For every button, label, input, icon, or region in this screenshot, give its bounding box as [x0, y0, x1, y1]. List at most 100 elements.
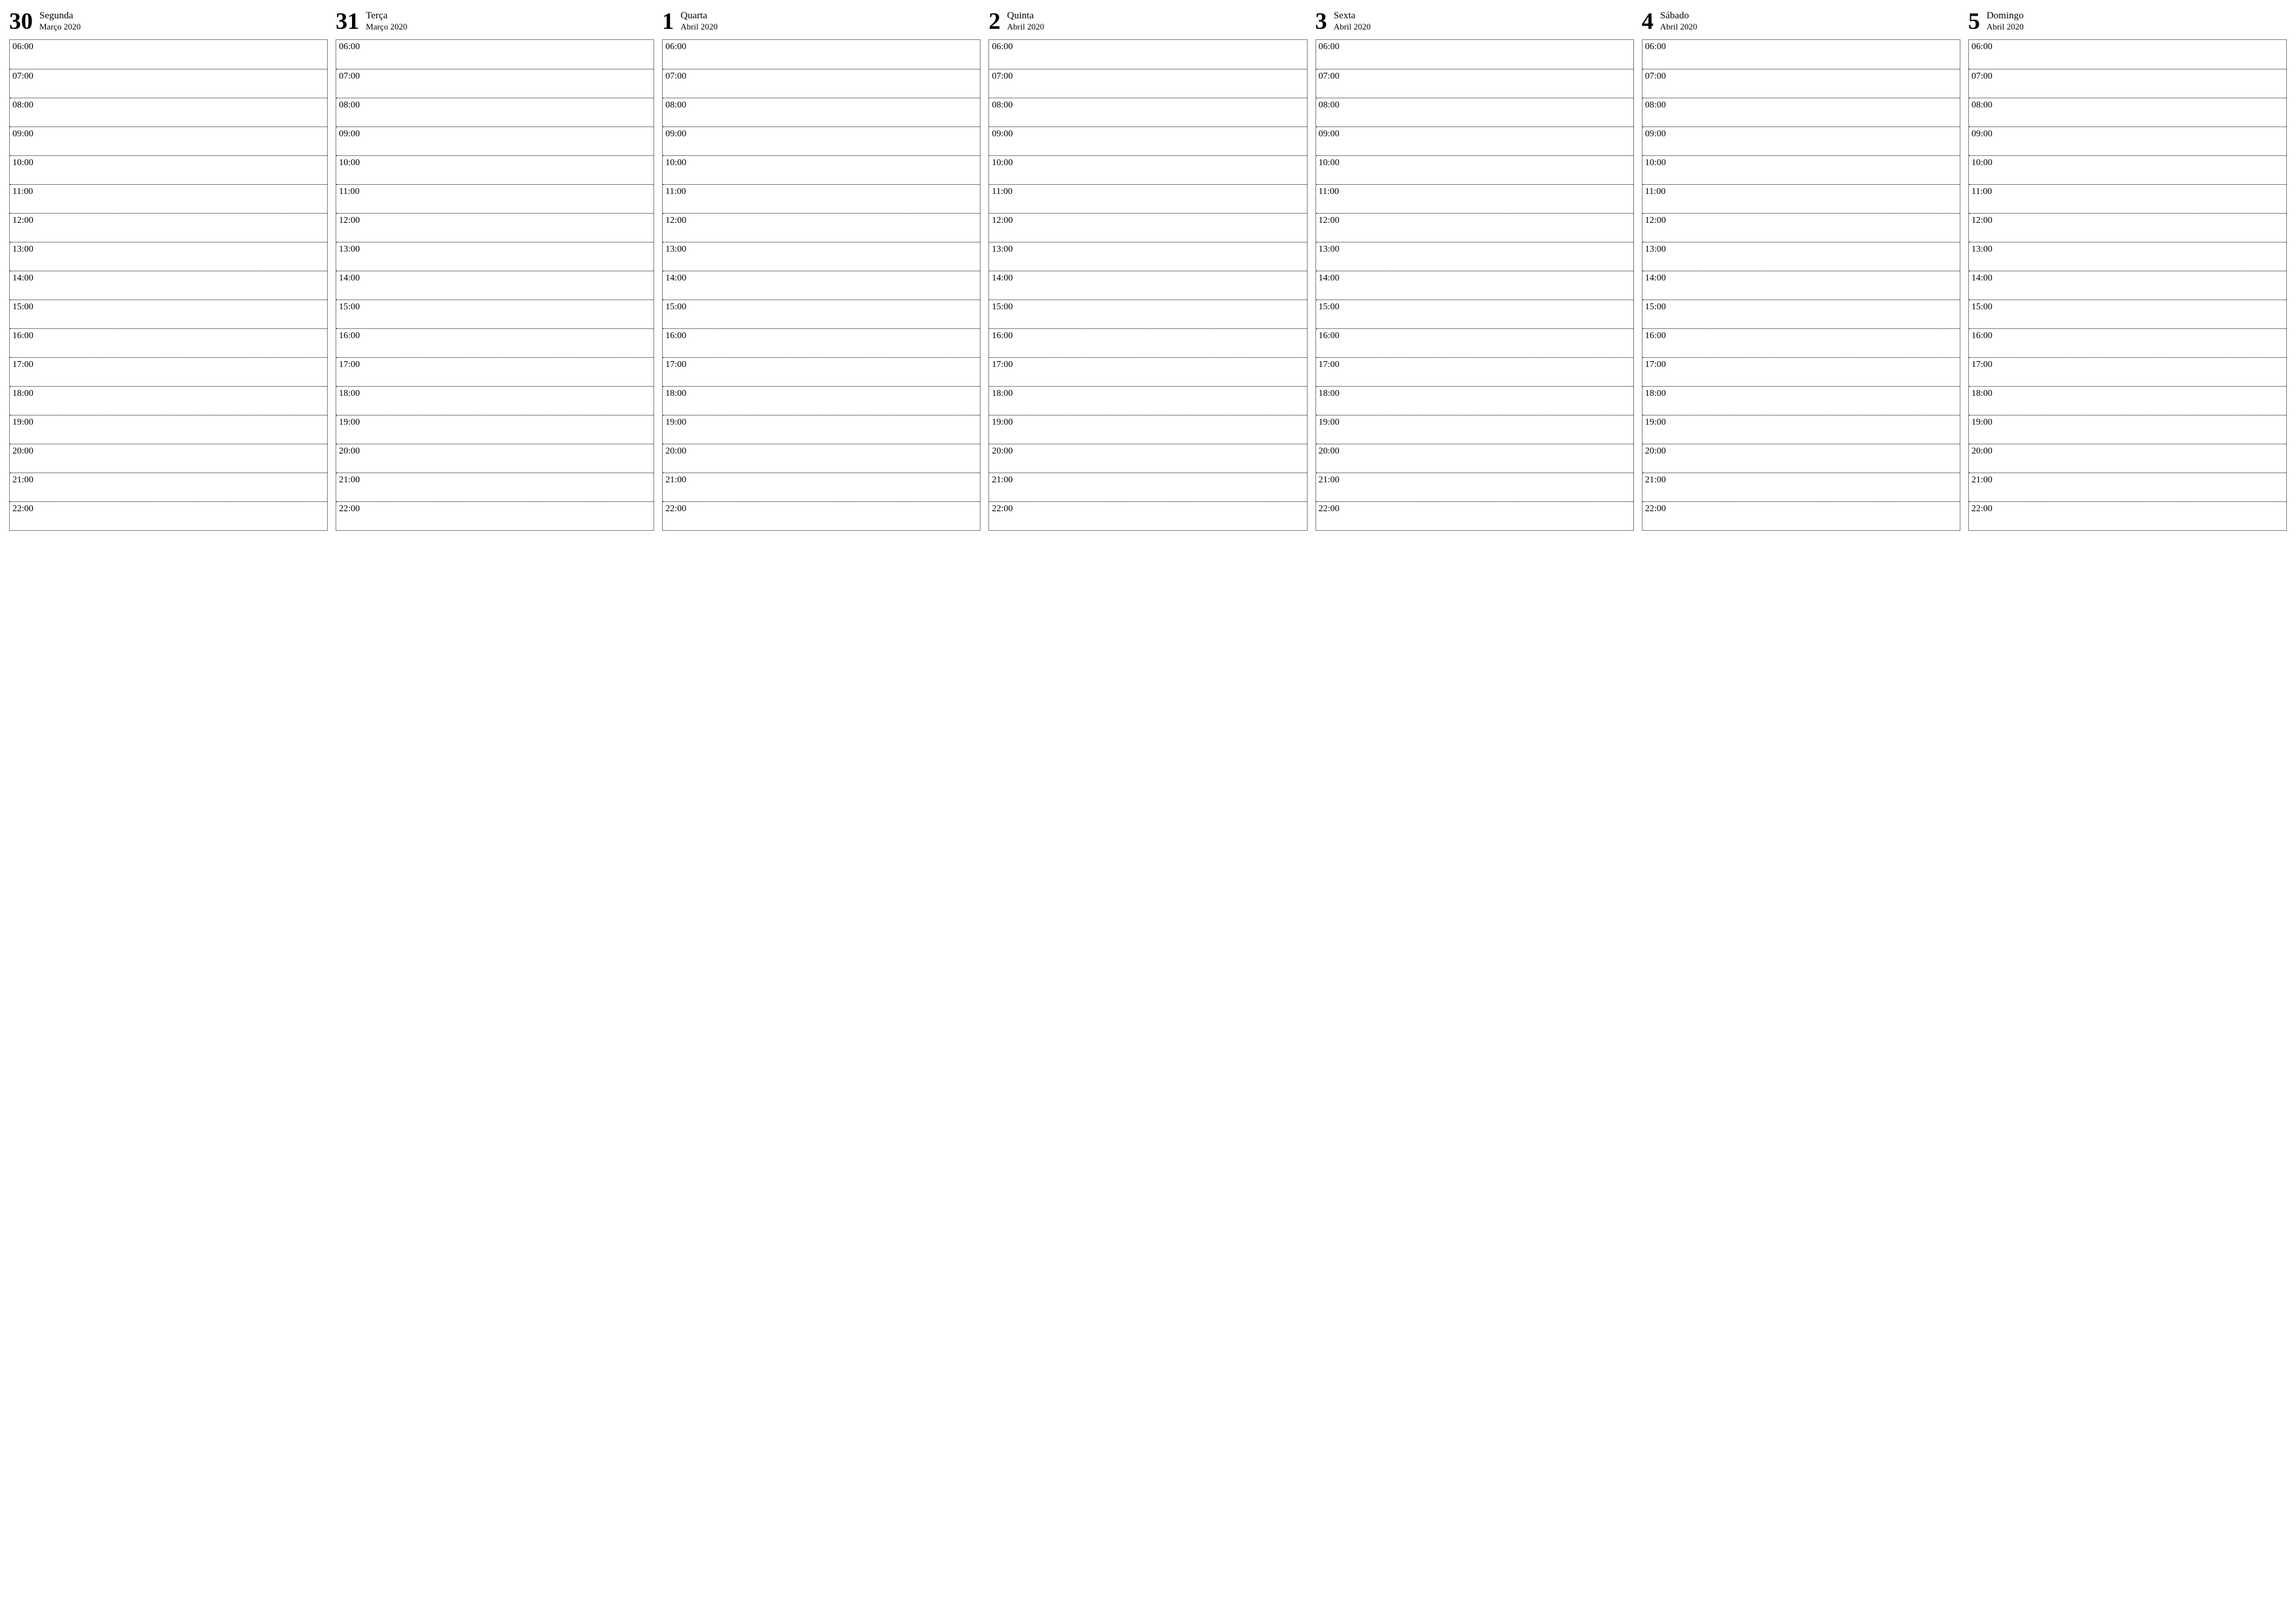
time-label: 17:00: [1319, 360, 1631, 370]
day-weekday-label: Quarta: [680, 10, 718, 22]
time-slot: 21:00: [663, 473, 980, 501]
time-slot: 17:00: [10, 357, 327, 386]
day-number: 31: [336, 9, 359, 33]
day-column: 5DomingoAbril 202006:0007:0008:0009:0010…: [1968, 7, 2287, 531]
day-month-year-label: Março 2020: [39, 22, 81, 32]
day-column: 3SextaAbril 202006:0007:0008:0009:0010:0…: [1315, 7, 1634, 531]
time-label: 19:00: [665, 417, 977, 427]
time-label: 14:00: [665, 273, 977, 283]
time-slot: 20:00: [1969, 444, 2286, 473]
time-label: 11:00: [12, 187, 324, 197]
time-label: 21:00: [665, 475, 977, 485]
time-label: 06:00: [1319, 42, 1631, 52]
time-slot: 08:00: [663, 98, 980, 126]
time-label: 14:00: [992, 273, 1304, 283]
time-slot: 12:00: [1316, 213, 1633, 242]
time-slot: 07:00: [663, 69, 980, 98]
time-label: 11:00: [1972, 187, 2284, 197]
day-time-box: 06:0007:0008:0009:0010:0011:0012:0013:00…: [1968, 39, 2287, 531]
time-label: 11:00: [339, 187, 651, 197]
time-slot: 20:00: [336, 444, 653, 473]
day-month-year-label: Abril 2020: [1334, 22, 1371, 32]
day-weekday-label: Quinta: [1007, 10, 1044, 22]
time-slot: 15:00: [1643, 300, 1960, 328]
time-slot: 13:00: [989, 242, 1306, 271]
time-slot: 17:00: [1643, 357, 1960, 386]
day-time-box: 06:0007:0008:0009:0010:0011:0012:0013:00…: [662, 39, 981, 531]
time-slot: 13:00: [336, 242, 653, 271]
day-month-year-label: Abril 2020: [680, 22, 718, 32]
time-slot: 21:00: [336, 473, 653, 501]
time-slot: 10:00: [336, 155, 653, 184]
time-label: 08:00: [1972, 100, 2284, 110]
time-slot: 14:00: [10, 271, 327, 300]
time-label: 14:00: [339, 273, 651, 283]
time-slot: 17:00: [989, 357, 1306, 386]
day-header: 3SextaAbril 2020: [1315, 7, 1634, 39]
time-label: 08:00: [1645, 100, 1957, 110]
time-slot: 11:00: [989, 184, 1306, 213]
time-slot: 15:00: [1316, 300, 1633, 328]
day-header: 2 QuintaAbril 2020: [988, 7, 1307, 39]
time-label: 22:00: [992, 504, 1304, 514]
time-slot: 15:00: [663, 300, 980, 328]
day-number: 2: [988, 9, 1000, 33]
time-slot: 14:00: [336, 271, 653, 300]
day-column: 4SábadoAbril 202006:0007:0008:0009:0010:…: [1642, 7, 1960, 531]
time-slot: 16:00: [10, 328, 327, 357]
time-slot: 15:00: [1969, 300, 2286, 328]
time-label: 22:00: [1645, 504, 1957, 514]
time-label: 07:00: [1972, 71, 2284, 81]
time-label: 16:00: [1645, 331, 1957, 341]
time-label: 08:00: [665, 100, 977, 110]
time-slot: 19:00: [1969, 415, 2286, 444]
time-label: 21:00: [1645, 475, 1957, 485]
time-slot: 11:00: [336, 184, 653, 213]
time-slot: 17:00: [1969, 357, 2286, 386]
time-slot: 10:00: [989, 155, 1306, 184]
day-month-year-label: Abril 2020: [1660, 22, 1698, 32]
time-slot: 15:00: [336, 300, 653, 328]
time-slot: 10:00: [1643, 155, 1960, 184]
time-slot: 07:00: [10, 69, 327, 98]
time-label: 13:00: [339, 244, 651, 254]
time-label: 11:00: [1319, 187, 1631, 197]
day-meta: SegundaMarço 2020: [39, 10, 81, 33]
time-slot: 16:00: [663, 328, 980, 357]
time-slot: 14:00: [663, 271, 980, 300]
time-slot: 12:00: [1643, 213, 1960, 242]
time-slot: 18:00: [663, 386, 980, 415]
time-label: 18:00: [339, 389, 651, 398]
time-label: 06:00: [992, 42, 1304, 52]
time-slot: 12:00: [989, 213, 1306, 242]
time-label: 07:00: [992, 71, 1304, 81]
time-label: 07:00: [1645, 71, 1957, 81]
time-label: 07:00: [1319, 71, 1631, 81]
time-slot: 16:00: [989, 328, 1306, 357]
time-slot: 17:00: [663, 357, 980, 386]
time-label: 15:00: [1972, 302, 2284, 312]
time-label: 18:00: [12, 389, 324, 398]
time-label: 06:00: [339, 42, 651, 52]
time-slot: 09:00: [1316, 126, 1633, 155]
time-slot: 12:00: [10, 213, 327, 242]
time-slot: 06:00: [989, 40, 1306, 69]
time-slot: 13:00: [1643, 242, 1960, 271]
day-column: 31TerçaMarço 202006:0007:0008:0009:0010:…: [336, 7, 654, 531]
day-meta: QuartaAbril 2020: [680, 10, 718, 33]
time-label: 17:00: [1972, 360, 2284, 370]
day-month-year-label: Abril 2020: [1007, 22, 1044, 32]
day-meta: QuintaAbril 2020: [1007, 10, 1044, 33]
time-label: 21:00: [1972, 475, 2284, 485]
time-label: 22:00: [339, 504, 651, 514]
day-number: 4: [1642, 9, 1654, 33]
time-slot: 16:00: [1316, 328, 1633, 357]
time-label: 11:00: [992, 187, 1304, 197]
time-slot: 12:00: [663, 213, 980, 242]
time-slot: 08:00: [1643, 98, 1960, 126]
time-label: 12:00: [339, 216, 651, 225]
time-label: 17:00: [1645, 360, 1957, 370]
time-slot: 09:00: [1643, 126, 1960, 155]
time-label: 20:00: [665, 446, 977, 456]
time-slot: 21:00: [1316, 473, 1633, 501]
